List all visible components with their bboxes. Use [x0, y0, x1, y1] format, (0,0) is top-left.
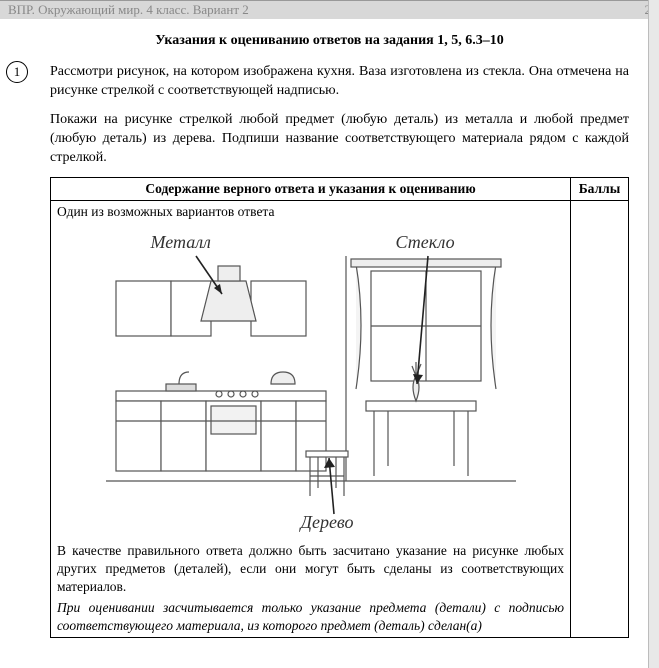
task-number-badge: 1 — [6, 61, 28, 83]
label-glass: Стекло — [396, 232, 455, 253]
figure-wrap: Металл Стекло Дерево — [57, 226, 564, 536]
answer-cell: Один из возможных вариантов ответа Метал… — [51, 201, 571, 638]
rubric-table: Содержание верного ответа и указания к о… — [50, 177, 629, 638]
answer-paragraph-1: В качестве правильного ответа должно быт… — [57, 542, 564, 595]
label-wood: Дерево — [301, 512, 354, 533]
kitchen-figure: Металл Стекло Дерево — [96, 226, 526, 536]
task-paragraph-2: Покажи на рисунке стрелкой любой предмет… — [50, 111, 629, 168]
scrollbar-track[interactable] — [648, 0, 659, 668]
col-header-main: Содержание верного ответа и указания к о… — [51, 178, 571, 201]
header-left: ВПР. Окружающий мир. 4 класс. Вариант 2 — [8, 2, 249, 18]
col-header-score: Баллы — [571, 178, 629, 201]
page: ВПР. Окружающий мир. 4 класс. Вариант 2 … — [0, 0, 659, 638]
answer-paragraph-2: При оценивании засчитывается только указ… — [57, 599, 564, 634]
table-header-row: Содержание верного ответа и указания к о… — [51, 178, 629, 201]
task-number: 1 — [14, 64, 21, 80]
task-body: 1 Рассмотри рисунок, на котором изображе… — [50, 63, 629, 638]
score-cell — [571, 201, 629, 638]
task-paragraph-1: Рассмотри рисунок, на котором изображена… — [50, 63, 629, 101]
label-metal: Металл — [151, 232, 211, 253]
answer-variant-heading: Один из возможных вариантов ответа — [57, 204, 564, 220]
page-header: ВПР. Окружающий мир. 4 класс. Вариант 2 … — [0, 0, 659, 19]
section-title: Указания к оцениванию ответов на задания… — [30, 33, 629, 49]
kitchen-svg — [96, 226, 526, 536]
table-row: Один из возможных вариантов ответа Метал… — [51, 201, 629, 638]
